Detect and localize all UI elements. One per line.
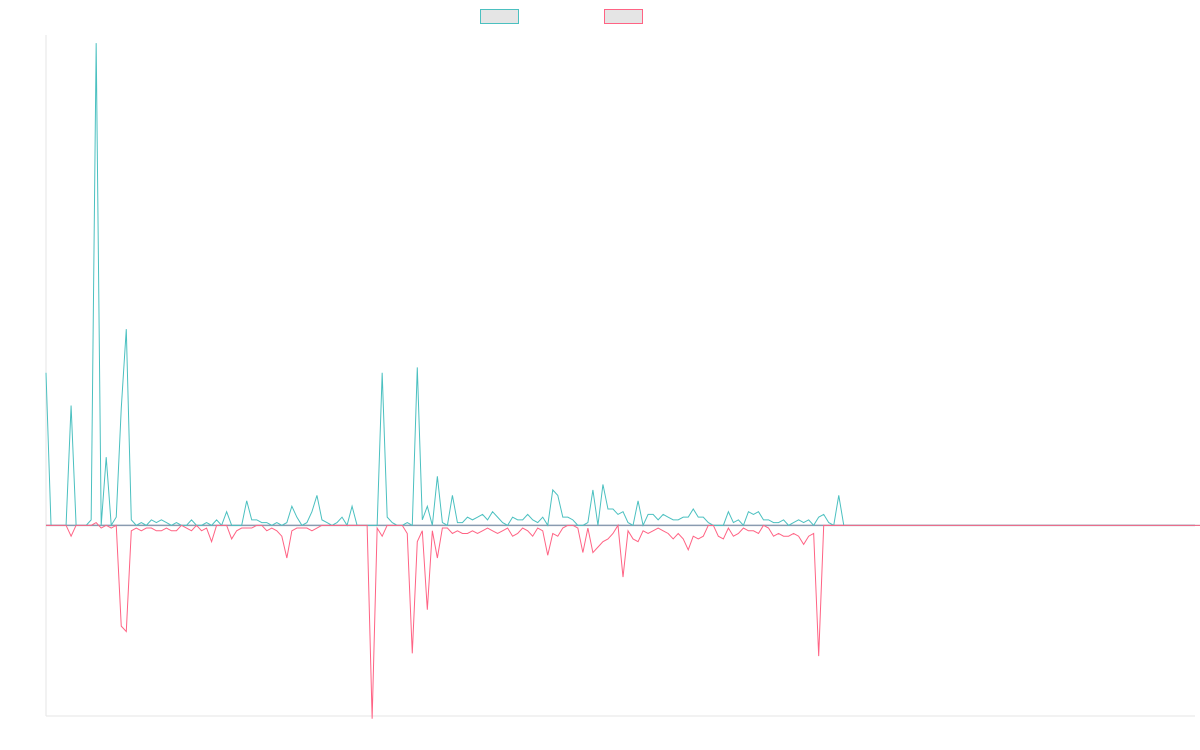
series-line-2 xyxy=(46,521,1200,719)
legend-item-series-2[interactable] xyxy=(604,9,649,24)
legend-item-series-1[interactable] xyxy=(480,9,525,24)
series-layer xyxy=(45,43,1200,719)
legend-swatch-series-1 xyxy=(480,9,519,24)
legend-swatch-series-2 xyxy=(604,9,643,24)
legend xyxy=(0,9,1200,27)
series-line-1 xyxy=(45,43,1200,527)
